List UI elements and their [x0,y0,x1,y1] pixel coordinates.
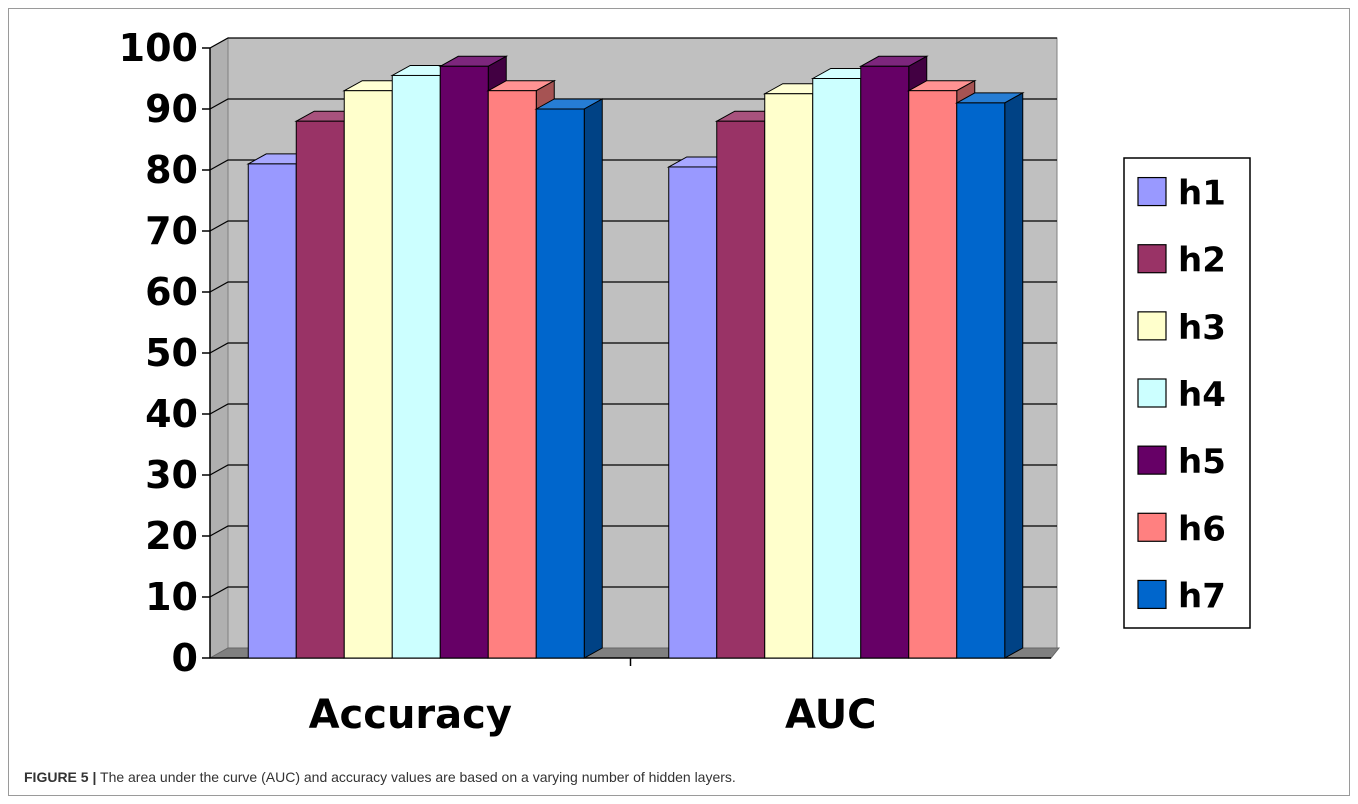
legend-label: h4 [1178,375,1226,415]
x-category-label: AUC [785,692,877,738]
chart-legend: h1 h2 h3 h4 h5 h6 h7 [1123,157,1251,629]
y-axis-ticks: 0 10 20 30 40 50 60 70 80 90 100 [119,26,210,680]
legend-label: h3 [1178,308,1226,348]
legend-item-h7: h7 [1137,576,1226,616]
caption-lead: FIGURE 5 | [24,769,97,785]
figure-caption: FIGURE 5 | The area under the curve (AUC… [24,769,736,785]
gridline [209,37,1057,49]
legend-label: h1 [1178,174,1226,214]
x-axis-labels: Accuracy AUC [309,692,877,738]
y-tick-label: 100 [119,26,198,70]
legend-item-h6: h6 [1137,509,1226,549]
legend-label: h5 [1178,442,1226,482]
bar-h7-auc [954,92,1025,659]
y-tick-label: 0 [172,636,198,680]
legend-swatch [1137,445,1167,475]
legend-label: h7 [1178,576,1226,616]
legend-item-h3: h3 [1137,308,1226,348]
legend-item-h2: h2 [1137,241,1226,281]
legend-item-h4: h4 [1137,375,1226,415]
legend-swatch [1137,378,1167,408]
legend-item-h5: h5 [1137,442,1226,482]
y-tick-label: 20 [145,514,198,558]
legend-swatch [1137,512,1167,542]
y-tick-label: 80 [145,148,198,192]
y-tick-label: 40 [145,392,198,436]
x-category-label: Accuracy [309,692,512,738]
y-tick-label: 30 [145,453,198,497]
bar-h7-accuracy [534,98,605,659]
y-tick-label: 70 [145,209,198,253]
y-tick-label: 10 [145,575,198,619]
legend-label: h2 [1178,241,1226,281]
chart-bars [246,55,1025,659]
y-tick-label: 60 [145,270,198,314]
legend-swatch [1137,244,1167,274]
legend-item-h1: h1 [1137,174,1226,214]
legend-swatch [1137,176,1167,207]
legend-label: h6 [1178,509,1226,549]
legend-swatch [1137,311,1167,341]
y-tick-label: 90 [145,87,198,131]
y-tick-label: 50 [145,331,198,375]
caption-text: The area under the curve (AUC) and accur… [96,769,736,785]
legend-swatch [1137,579,1167,610]
